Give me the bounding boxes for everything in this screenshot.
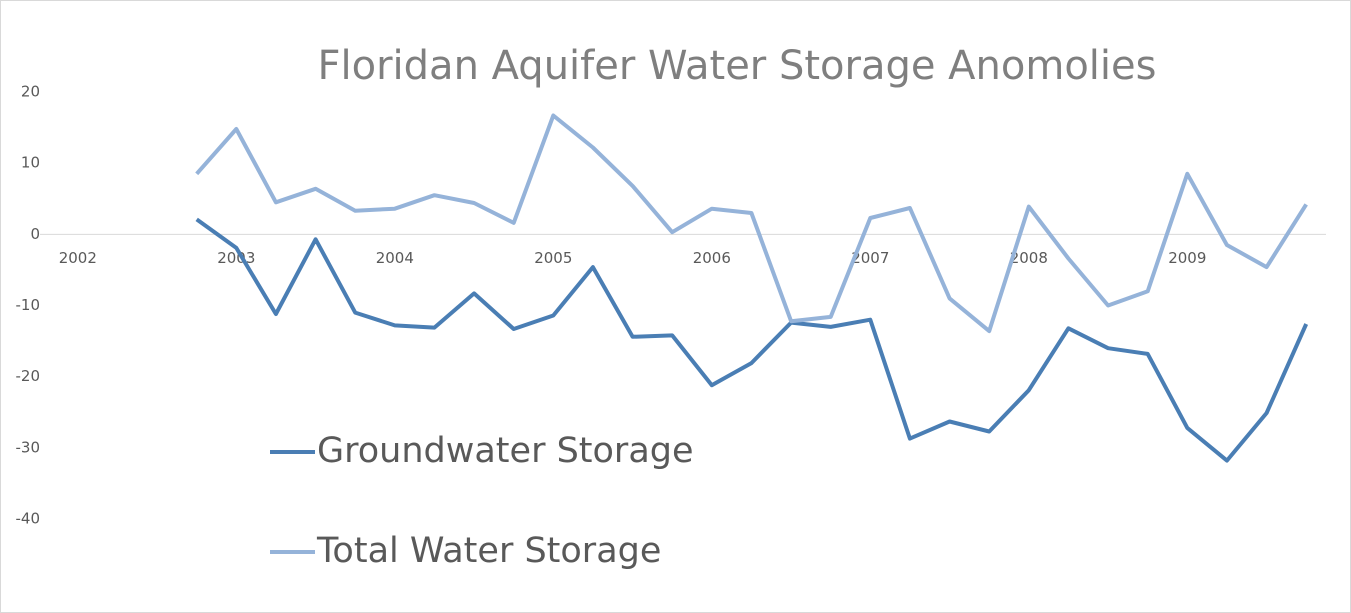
legend-label: Total Water Storage [316, 531, 661, 571]
x-tick-label: 2004 [376, 249, 414, 267]
y-tick-label: -10 [16, 296, 41, 314]
y-tick-label: -30 [16, 438, 41, 456]
y-tick-label: -40 [16, 510, 41, 528]
series-line [195, 217, 1309, 463]
y-tick-label: 20 [21, 83, 40, 101]
x-tick-label: 2006 [693, 249, 731, 267]
x-tick-label: 2005 [534, 249, 572, 267]
y-tick-label: -20 [16, 367, 41, 385]
series-line [195, 113, 1308, 334]
x-tick-label: 2009 [1168, 249, 1206, 267]
x-tick-label: 2007 [851, 249, 889, 267]
x-tick-label: 2002 [59, 249, 97, 267]
chart-title: Floridan Aquifer Water Storage Anomolies [318, 43, 1157, 89]
legend-label: Groundwater Storage [317, 431, 694, 471]
x-tick-label: 2008 [1010, 249, 1048, 267]
y-tick-label: 10 [21, 154, 40, 172]
y-tick-label: 0 [30, 225, 40, 243]
